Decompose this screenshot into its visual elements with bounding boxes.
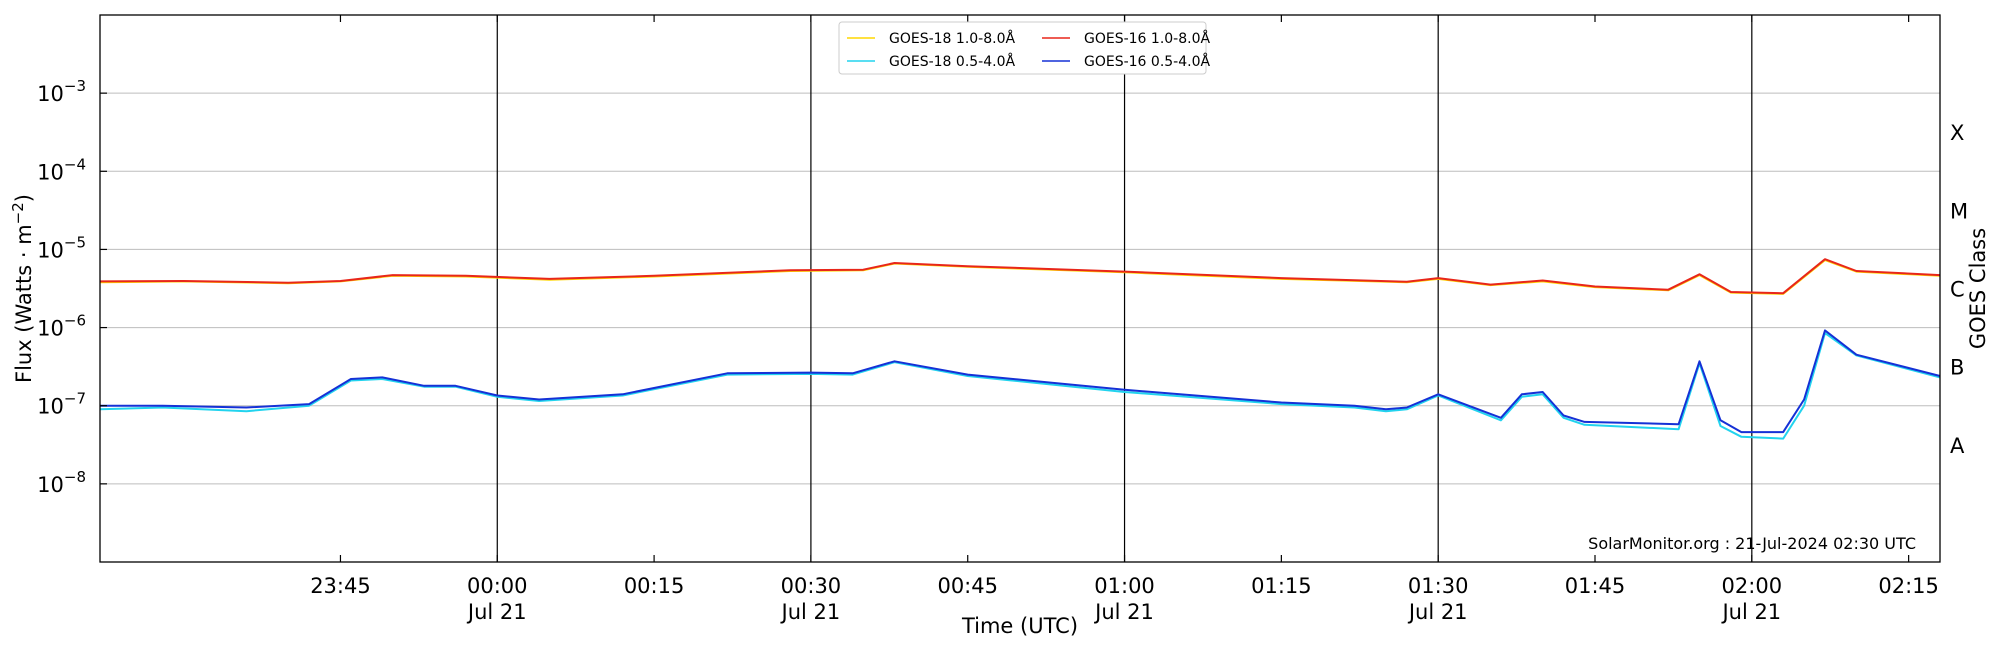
source-annotation: SolarMonitor.org : 21-Jul-2024 02:30 UTC	[1588, 534, 1916, 553]
legend-label: GOES-18 0.5-4.0Å	[889, 53, 1015, 70]
goes-class-labels: A B C M X	[1950, 121, 1968, 458]
x-tick-date-label: Jul 21	[1407, 600, 1468, 624]
y-tick-label-exponent: −7	[64, 390, 86, 408]
y-axis-title: Flux (Watts · m−2)	[9, 194, 36, 383]
y-tick-label-base: 10	[37, 82, 64, 106]
y-tick-label-exponent: −4	[64, 155, 86, 173]
goes-class-label: X	[1950, 121, 1964, 145]
y-tick-label: 10−5	[37, 233, 86, 262]
goes-class-label: A	[1950, 434, 1965, 458]
y-tick-label: 10−3	[37, 77, 86, 106]
y-tick-label-exponent: −8	[64, 468, 86, 486]
series-line-3	[100, 329, 1941, 434]
y-tick-label-base: 10	[37, 317, 64, 341]
x-tick-label: 00:15	[624, 574, 685, 598]
x-tick-label: 01:30	[1408, 574, 1469, 598]
y-tick-label: 10−4	[37, 155, 86, 184]
y-tick-label: 10−7	[37, 390, 86, 419]
y-tick-label-exponent: −5	[64, 233, 86, 251]
series-line-1	[99, 258, 1941, 295]
y-tick-label-base: 10	[37, 395, 64, 419]
y-tick-label-exponent: −6	[64, 312, 86, 330]
x-tick-label: 01:00	[1094, 574, 1155, 598]
goes-class-axis-title: GOES Class	[1966, 228, 1990, 349]
y-tick-label-exponent: −3	[64, 77, 86, 95]
x-tick-label: 02:15	[1878, 574, 1939, 598]
y-tick-labels: 10−810−710−610−510−410−3	[37, 77, 86, 497]
x-tick-label: 01:45	[1565, 574, 1626, 598]
y-axis-title-exponent: −2	[9, 202, 27, 224]
grid-lines	[100, 92, 1940, 485]
goes-class-label: C	[1950, 278, 1965, 302]
goes-class-label: B	[1950, 356, 1964, 380]
x-tick-date-label: Jul 21	[780, 600, 841, 624]
x-tick-label: 01:15	[1251, 574, 1312, 598]
x-tick-date-label: Jul 21	[1720, 600, 1781, 624]
legend-box	[838, 21, 1207, 75]
goes-class-label: M	[1950, 199, 1968, 223]
legend-label: GOES-16 0.5-4.0Å	[1084, 53, 1210, 70]
series-lines	[99, 258, 1941, 440]
x-tick-date-label: Jul 21	[1093, 600, 1154, 624]
x-tick-date-label: Jul 21	[466, 600, 527, 624]
legend-label: GOES-18 1.0-8.0Å	[889, 30, 1015, 47]
x-axis-title: Time (UTC)	[961, 614, 1078, 638]
y-tick-label: 10−6	[37, 312, 86, 341]
legend-label: GOES-16 1.0-8.0Å	[1084, 30, 1210, 47]
x-tick-label: 00:30	[781, 574, 842, 598]
y-tick-label-base: 10	[37, 238, 64, 262]
legend: GOES-18 1.0-8.0Å GOES-18 0.5-4.0Å GOES-16 …	[838, 21, 1210, 75]
plot-frame	[99, 14, 1941, 563]
y-tick-label-base: 10	[37, 160, 64, 184]
y-axis-title-main: Flux (Watts · m	[12, 224, 36, 383]
x-tick-label: 02:00	[1722, 574, 1783, 598]
x-tick-label: 00:45	[937, 574, 998, 598]
day-marker-lines	[496, 15, 1753, 562]
y-tick-label: 10−8	[37, 468, 86, 497]
y-axis-title-close: )	[12, 194, 36, 202]
x-tick-label: 00:00	[467, 574, 528, 598]
y-tick-label-base: 10	[37, 473, 64, 497]
x-tick-label: 23:45	[310, 574, 371, 598]
axis-ticks	[100, 15, 1910, 562]
